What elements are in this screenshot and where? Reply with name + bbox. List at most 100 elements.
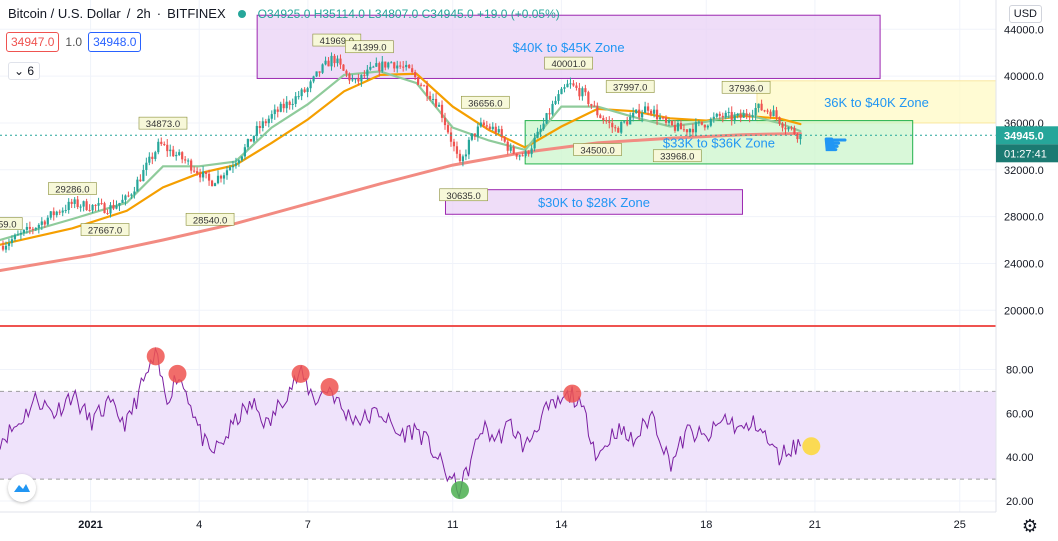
candle-body — [390, 62, 393, 64]
close-value: C34945.0 — [421, 6, 474, 21]
candle-body — [10, 239, 14, 244]
price-axis-panel — [996, 0, 1058, 541]
zone-label: $33K to $36K Zone — [663, 135, 775, 150]
candle-body — [772, 110, 775, 117]
candle-body — [742, 113, 745, 118]
price-callout-label: 40001.0 — [551, 59, 585, 70]
rsi-marker — [563, 384, 582, 403]
indicators-toggle-button[interactable]: ⌄ 6 — [8, 62, 41, 80]
candle-body — [626, 121, 629, 125]
candle-body — [82, 201, 85, 207]
price-callout-label: 34873.0 — [146, 119, 180, 130]
candle-body — [13, 234, 17, 240]
candle-body — [569, 83, 572, 85]
buy-button[interactable]: 34948.0 — [88, 32, 142, 52]
gear-icon[interactable]: ⚙ — [1021, 516, 1038, 536]
candle-body — [252, 135, 255, 142]
candle-body — [787, 127, 790, 130]
candle-body — [157, 141, 160, 153]
candle-body — [661, 117, 665, 119]
interval-label[interactable]: 2h — [136, 6, 151, 21]
symbol-name[interactable]: Bitcoin / U.S. Dollar — [8, 6, 121, 21]
candle-body — [73, 199, 76, 204]
candle-body — [178, 152, 181, 155]
candle-body — [581, 88, 584, 97]
price-callout-label: 41969.0 — [320, 36, 354, 47]
candle-body — [103, 203, 106, 214]
candle-body — [22, 229, 25, 233]
candle-body — [58, 211, 61, 213]
currency-button[interactable]: USD — [1008, 5, 1042, 23]
candle-body — [1, 245, 5, 250]
candle-body — [49, 211, 52, 218]
rsi-marker — [450, 481, 469, 500]
time-tick-label: 4 — [196, 519, 202, 531]
candle-body — [207, 173, 211, 181]
candle-body — [461, 156, 465, 162]
candle-body — [563, 87, 566, 89]
candle-body — [655, 109, 659, 120]
zone-label: $40K to $45K Zone — [513, 40, 625, 55]
price-callout-label: 33968.0 — [660, 152, 694, 163]
candle-body — [190, 160, 193, 171]
candle-body — [219, 175, 223, 179]
last-price-tag — [996, 126, 1058, 145]
rsi-marker — [146, 347, 165, 366]
candle-body — [213, 183, 217, 187]
market-status-icon — [237, 9, 246, 18]
candle-body — [402, 66, 405, 68]
moving-average-line — [0, 132, 802, 272]
candle-body — [766, 110, 769, 112]
time-tick-label: 21 — [809, 519, 821, 531]
tradingview-logo-icon[interactable] — [8, 474, 36, 502]
candle-body — [28, 226, 31, 229]
time-tick-label: 2021 — [78, 519, 102, 531]
candle-body — [521, 155, 524, 157]
candle-body — [736, 113, 739, 116]
candle-body — [222, 175, 226, 179]
candle-body — [667, 120, 671, 123]
candle-body — [644, 106, 647, 113]
candle-body — [730, 111, 733, 121]
candle-body — [635, 109, 638, 113]
candle-body — [584, 88, 587, 93]
price-callout-label: 41399.0 — [352, 43, 386, 54]
candle-body — [587, 92, 590, 105]
candle-body — [423, 85, 426, 87]
candle-body — [225, 170, 229, 176]
candle-body — [31, 228, 34, 230]
candle-body — [458, 153, 462, 162]
candle-body — [605, 120, 608, 122]
candle-body — [620, 121, 623, 133]
candle-body — [721, 115, 724, 118]
candle-body — [790, 127, 793, 129]
candle-body — [566, 83, 569, 88]
zone-label: 36K to $40K Zone — [824, 95, 929, 110]
sell-button[interactable]: 34947.0 — [6, 32, 60, 52]
candle-body — [724, 112, 727, 118]
candle-body — [718, 113, 721, 116]
price-callout-box — [185, 212, 235, 226]
candle-body — [405, 64, 408, 68]
candle-body — [623, 121, 626, 123]
candle-body — [485, 125, 488, 127]
candle-body — [745, 113, 748, 116]
rsi-tick-label: 20.00 — [1006, 496, 1034, 508]
candle-body — [518, 155, 521, 157]
candle-body — [115, 205, 118, 209]
candle-body — [414, 72, 417, 78]
candle-body — [357, 78, 360, 82]
rsi-band — [0, 391, 996, 480]
price-callout-box — [439, 188, 488, 202]
candle-body — [709, 118, 712, 126]
candle-body — [617, 127, 620, 133]
candle-body — [246, 138, 249, 148]
candle-body — [181, 152, 184, 160]
candle-body — [40, 221, 43, 225]
rsi-marker — [320, 378, 339, 397]
candle-body — [124, 195, 127, 200]
candle-body — [273, 109, 276, 115]
candle-body — [55, 211, 58, 216]
candle-body — [497, 129, 500, 133]
